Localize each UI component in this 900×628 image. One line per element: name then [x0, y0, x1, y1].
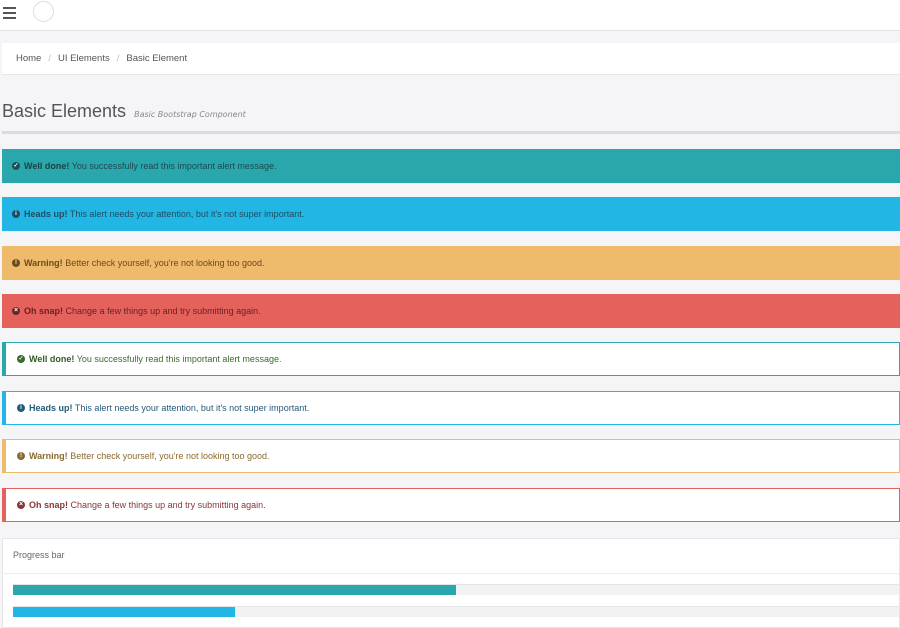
progress-fill — [13, 607, 235, 617]
alert-danger-outline: Oh snap! Change a few things up and try … — [2, 488, 900, 522]
progress-bar-info — [13, 606, 899, 617]
panel-divider — [3, 573, 899, 574]
breadcrumb-separator: / — [116, 53, 120, 64]
alert-success-outline: Well done! You successfully read this im… — [2, 342, 900, 376]
alert-text: Better check yourself, you're not lookin… — [70, 451, 270, 461]
check-circle-icon — [12, 162, 20, 170]
hamburger-icon[interactable] — [3, 7, 16, 19]
times-circle-icon — [17, 501, 25, 509]
alert-warning-outline: Warning! Better check yourself, you're n… — [2, 439, 900, 473]
panel-title: Progress bar — [13, 550, 65, 560]
alert-strong: Oh snap! — [29, 500, 69, 510]
alert-info-solid: Heads up! This alert needs your attentio… — [2, 197, 900, 231]
page-title-text: Basic Elements — [2, 101, 127, 121]
exclamation-circle-icon — [17, 452, 25, 460]
alert-text: Better check yourself, you're not lookin… — [65, 258, 265, 268]
title-divider — [2, 131, 900, 134]
breadcrumb: Home / UI Elements / Basic Element — [2, 43, 900, 75]
alert-text: Change a few things up and try submittin… — [70, 500, 266, 510]
check-circle-icon — [17, 355, 25, 363]
alert-warning-solid: Warning! Better check yourself, you're n… — [2, 246, 900, 280]
alert-text: This alert needs your attention, but it'… — [74, 403, 310, 413]
top-bar — [0, 0, 900, 31]
breadcrumb-home[interactable]: Home — [16, 53, 42, 64]
alert-text: This alert needs your attention, but it'… — [69, 209, 305, 219]
alert-info-outline: Heads up! This alert needs your attentio… — [2, 391, 900, 425]
alert-text: You successfully read this important ale… — [76, 354, 282, 364]
alert-strong: Heads up! — [24, 209, 68, 219]
alert-strong: Warning! — [24, 258, 63, 268]
alert-danger-solid: Oh snap! Change a few things up and try … — [2, 294, 900, 328]
alert-text: Change a few things up and try submittin… — [65, 306, 261, 316]
breadcrumb-ui-elements[interactable]: UI Elements — [57, 53, 110, 64]
progress-bar-success — [13, 584, 899, 595]
alert-strong: Well done! — [24, 161, 70, 171]
alert-strong: Heads up! — [29, 403, 73, 413]
times-circle-icon — [12, 307, 20, 315]
alert-strong: Warning! — [29, 451, 68, 461]
info-circle-icon — [17, 404, 25, 412]
alert-strong: Oh snap! — [24, 306, 64, 316]
page-title: Basic Elements Basic Bootstrap Component — [2, 101, 246, 122]
page-subtitle: Basic Bootstrap Component — [134, 110, 246, 119]
progress-fill — [13, 585, 456, 595]
progress-panel: Progress bar — [2, 538, 900, 628]
breadcrumb-separator: / — [48, 53, 51, 64]
info-circle-icon — [12, 210, 20, 218]
alert-success-solid: Well done! You successfully read this im… — [2, 149, 900, 183]
avatar[interactable] — [33, 1, 54, 22]
exclamation-circle-icon — [12, 259, 20, 267]
alert-text: You successfully read this important ale… — [71, 161, 277, 171]
breadcrumb-basic-element: Basic Element — [126, 53, 188, 64]
alert-strong: Well done! — [29, 354, 75, 364]
